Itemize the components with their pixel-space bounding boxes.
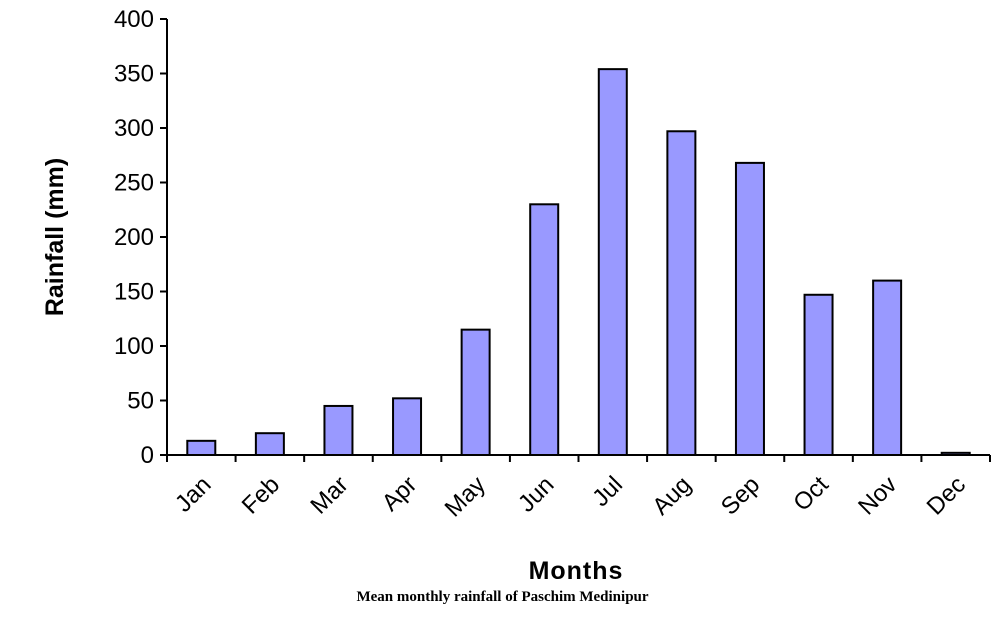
- x-tick-label-may: May: [440, 471, 491, 522]
- x-tick-label-dec: Dec: [922, 471, 971, 520]
- y-tick-label: 400: [114, 6, 154, 33]
- bar-oct: [803, 293, 834, 456]
- x-tick-label-aug: Aug: [647, 471, 696, 520]
- y-tick-label: 100: [114, 333, 154, 360]
- bar-mar: [323, 404, 354, 457]
- x-tick-label-jan: Jan: [170, 471, 216, 517]
- x-tick-label-nov: Nov: [853, 471, 902, 520]
- bar-nov: [872, 279, 903, 456]
- bar-jun: [529, 203, 560, 456]
- bars-layer: [186, 68, 971, 457]
- bar-sep: [734, 161, 765, 456]
- x-tick-label-jun: Jun: [513, 471, 559, 517]
- x-tick-label-sep: Sep: [716, 471, 765, 520]
- x-tick-label-jul: Jul: [587, 471, 628, 512]
- bar-jul: [597, 68, 628, 456]
- bar-jan: [186, 439, 217, 456]
- axes-layer: [160, 19, 990, 456]
- y-tick-label: 200: [114, 224, 154, 251]
- x-axis-title: Months: [529, 557, 624, 585]
- x-tick-label-apr: Apr: [377, 471, 423, 517]
- x-tick-label-oct: Oct: [788, 471, 834, 517]
- y-tick-label: 300: [114, 115, 154, 142]
- bar-feb: [254, 432, 285, 457]
- y-tick-label: 0: [141, 442, 154, 469]
- figure-caption: Mean monthly rainfall of Paschim Medinip…: [356, 589, 649, 605]
- y-tick-label: 150: [114, 279, 154, 306]
- x-tick-label-feb: Feb: [237, 471, 285, 519]
- y-tick-label: 350: [114, 61, 154, 88]
- y-axis-title: Rainfall (mm): [41, 158, 69, 316]
- bar-aug: [666, 130, 697, 457]
- y-ticks: 0 50 100 150 200 250 300 350 400: [114, 6, 167, 469]
- x-ticks: Jan Feb Mar Apr May Jun Jul Aug Sep Oct Nov Dec: [166, 455, 991, 522]
- bar-apr: [392, 397, 423, 457]
- bar-may: [460, 328, 491, 456]
- y-tick-label: 250: [114, 170, 154, 197]
- y-tick-label: 50: [127, 388, 154, 415]
- x-tick-label-mar: Mar: [305, 471, 353, 519]
